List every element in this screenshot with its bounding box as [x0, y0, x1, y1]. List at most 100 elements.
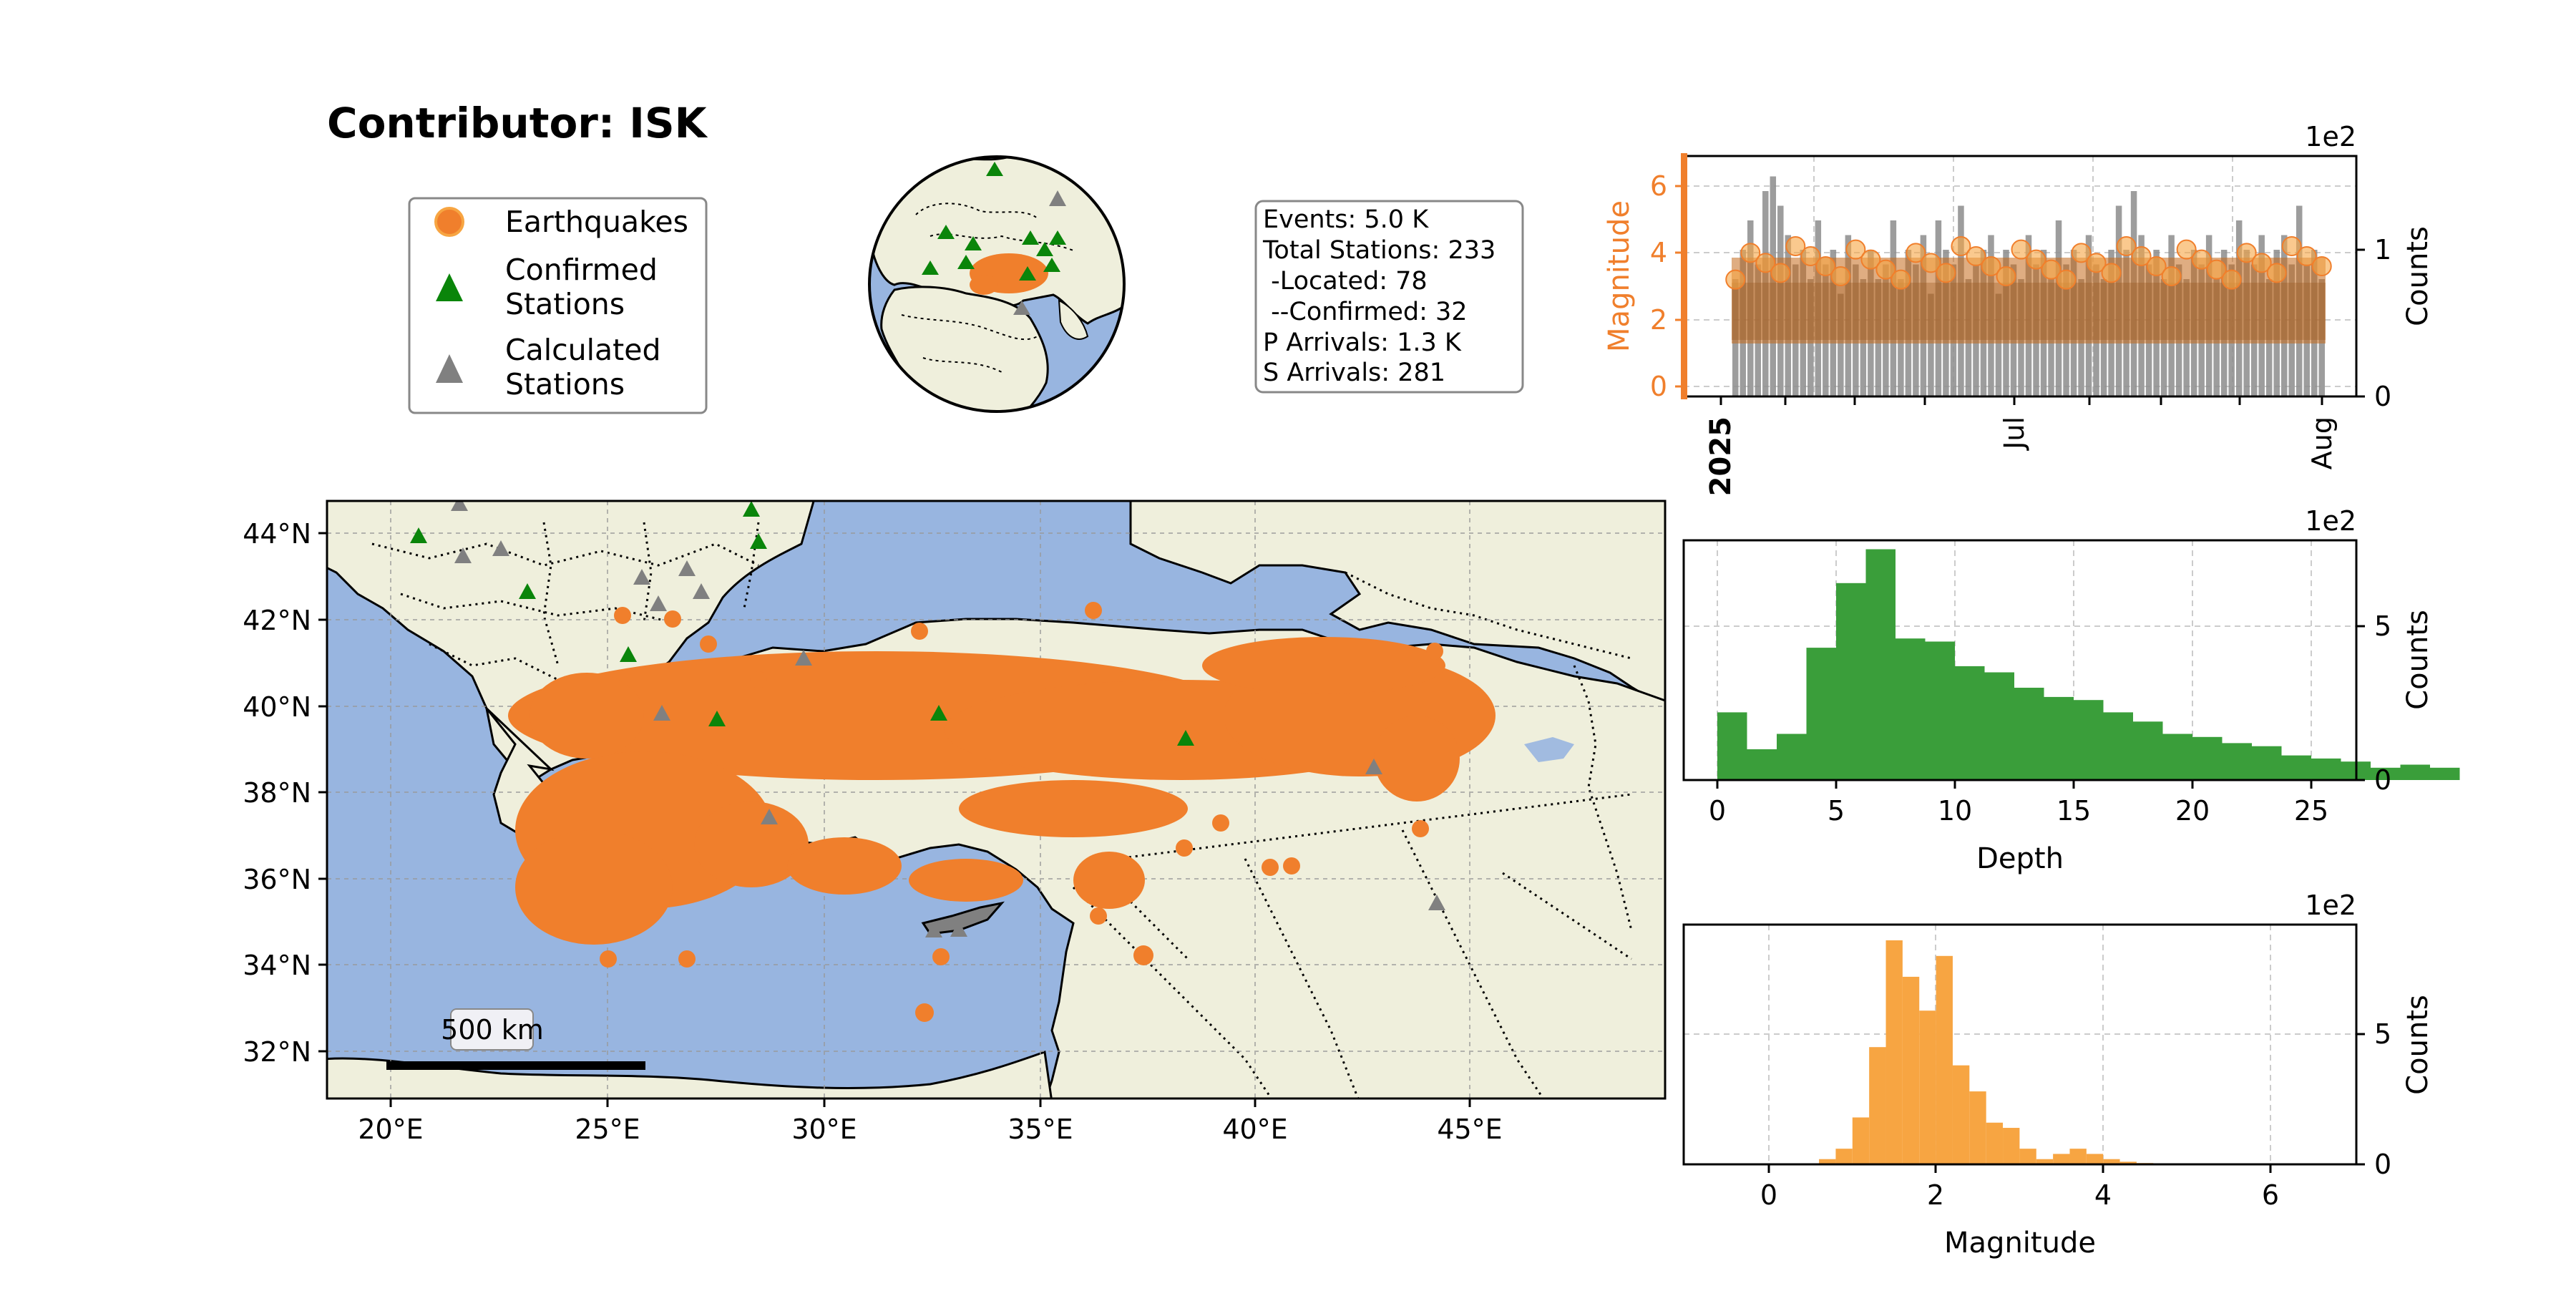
mag-xtick-6: 6 — [2262, 1179, 2279, 1211]
magnitude-point — [1755, 253, 1776, 273]
depth-bar — [1984, 672, 2014, 780]
depth-histogram: 5 0 1e2 Counts 0 5 10 15 20 25 Depth — [1682, 505, 2460, 875]
ts-y2label: Counts — [2401, 226, 2434, 326]
depth-bar — [1955, 666, 1985, 780]
legend-confirmed-line1: Confirmed — [505, 253, 658, 287]
magnitude-bar — [2053, 1154, 2070, 1164]
depth-bar — [1777, 734, 1807, 780]
magnitude-histogram: 5 0 1e2 Counts 0 2 4 6 Magnitude — [1682, 890, 2434, 1260]
magnitude-point — [2311, 256, 2332, 276]
magnitude-bar — [2086, 1154, 2104, 1164]
magnitude-point — [1951, 236, 1971, 256]
mag-ytick-0: 0 — [2374, 1149, 2391, 1180]
ts-y2tick-1: 1 — [2374, 234, 2391, 265]
magnitude-bar — [1986, 1122, 2004, 1164]
magnitude-bar — [1885, 940, 1903, 1164]
stat-located: -Located: 78 — [1263, 267, 1428, 296]
magnitude-point — [2206, 259, 2227, 280]
depth-bar — [2014, 688, 2044, 780]
magnitude-bar — [1835, 1149, 1853, 1164]
magnitude-point — [1936, 263, 1956, 283]
mag-xtick-2: 2 — [1927, 1179, 1944, 1211]
mag-y-multiplier: 1e2 — [2305, 890, 2356, 921]
depth-bar — [1717, 712, 1747, 780]
confirmed-station-icon — [436, 273, 463, 301]
lon-tick-35: 35°E — [1008, 1114, 1073, 1145]
depth-xtick-25: 25 — [2294, 795, 2328, 827]
magnitude-point — [2281, 236, 2302, 256]
depth-bar — [1806, 648, 1836, 780]
depth-bar — [1896, 638, 1926, 780]
depth-y-multiplier: 1e2 — [2305, 505, 2356, 537]
depth-bar — [1865, 549, 1896, 780]
mag-xtick-0: 0 — [1760, 1179, 1777, 1211]
magnitude-bar — [1936, 955, 1953, 1164]
depth-bar — [2222, 743, 2252, 780]
magnitude-bar — [1902, 976, 1920, 1164]
depth-bars — [1717, 549, 2460, 780]
ts-ylabel: Magnitude — [1603, 200, 1636, 352]
ts-y2-multiplier: 1e2 — [2305, 121, 2356, 152]
magnitude-point — [2056, 269, 2077, 290]
magnitude-bar — [2003, 1128, 2020, 1164]
legend: Earthquakes Confirmed Stations Calculate… — [408, 197, 708, 414]
map-lon-axis: 20°E 25°E 30°E 35°E 40°E 45°E — [358, 1098, 1503, 1145]
magnitude-bar — [1869, 1047, 1886, 1164]
lon-tick-30: 30°E — [791, 1114, 857, 1145]
legend-confirmed-line2: Stations — [505, 287, 625, 321]
magnitude-point — [2266, 263, 2287, 283]
lat-tick-32: 32°N — [243, 1036, 311, 1068]
magnitude-point — [1875, 259, 1896, 280]
ts-ytick-4: 4 — [1650, 237, 1667, 268]
globe-inset — [868, 155, 1126, 413]
stat-s-arrivals: S Arrivals: 281 — [1263, 359, 1445, 387]
magnitude-point — [2101, 263, 2122, 283]
ts-ytick-6: 6 — [1650, 170, 1667, 202]
lat-tick-40: 40°N — [243, 691, 311, 723]
magnitude-bar — [2069, 1149, 2087, 1164]
depth-bar — [2044, 696, 2074, 780]
depth-xtick-10: 10 — [1938, 795, 1972, 827]
magnitude-point — [1996, 266, 2016, 286]
depth-bar — [2311, 758, 2341, 780]
magnitude-bar — [1852, 1117, 1870, 1164]
magnitude-bar — [1819, 1159, 1836, 1164]
magnitude-bar — [1952, 1065, 1970, 1164]
daily-count-bar — [1928, 293, 1934, 396]
depth-xtick-20: 20 — [2175, 795, 2210, 827]
depth-xtick-15: 15 — [2057, 795, 2091, 827]
ts-ytick-0: 0 — [1650, 371, 1667, 402]
lat-tick-42: 42°N — [243, 605, 311, 636]
magnitude-point — [1830, 266, 1851, 286]
daily-count-bar — [1838, 293, 1844, 396]
magnitude-bar — [2119, 1161, 2137, 1164]
page-title: Contributor: ISK — [327, 99, 708, 147]
depth-bar — [1747, 749, 1777, 780]
legend-calculated-line2: Stations — [505, 367, 625, 401]
stat-events: Events: 5.0 K — [1263, 205, 1429, 234]
magnitude-bar — [1919, 1010, 1936, 1164]
seismicity-map[interactable]: 500 km 44°N 42°N 40°N 38°N 36°N 34°N 32°… — [243, 494, 1667, 1145]
magnitude-point — [1740, 243, 1761, 263]
depth-bar — [2371, 767, 2401, 780]
magnitude-point — [2236, 243, 2257, 263]
magnitude-point — [1845, 239, 1866, 260]
magnitude-point — [2176, 239, 2197, 260]
magnitude-point — [1981, 256, 2001, 276]
depth-bar — [2430, 767, 2460, 780]
magnitude-point — [2131, 246, 2152, 266]
depth-xtick-0: 0 — [1709, 795, 1726, 827]
magnitude-point — [1725, 269, 1746, 290]
magnitude-bar — [1969, 1091, 1986, 1164]
scale-label: 500 km — [441, 1014, 544, 1046]
magnitude-point — [2116, 236, 2137, 256]
magnitude-bar — [2036, 1159, 2054, 1164]
depth-bar — [1836, 583, 1866, 780]
stats-box: Events: 5.0 K Total Stations: 233 -Locat… — [1254, 200, 1524, 394]
calculated-station-icon — [436, 354, 463, 383]
lat-tick-38: 38°N — [243, 777, 311, 809]
depth-bar — [2400, 764, 2430, 780]
magnitude-point — [1785, 236, 1806, 256]
magnitude-point — [2221, 269, 2242, 290]
depth-bar — [2252, 746, 2282, 780]
